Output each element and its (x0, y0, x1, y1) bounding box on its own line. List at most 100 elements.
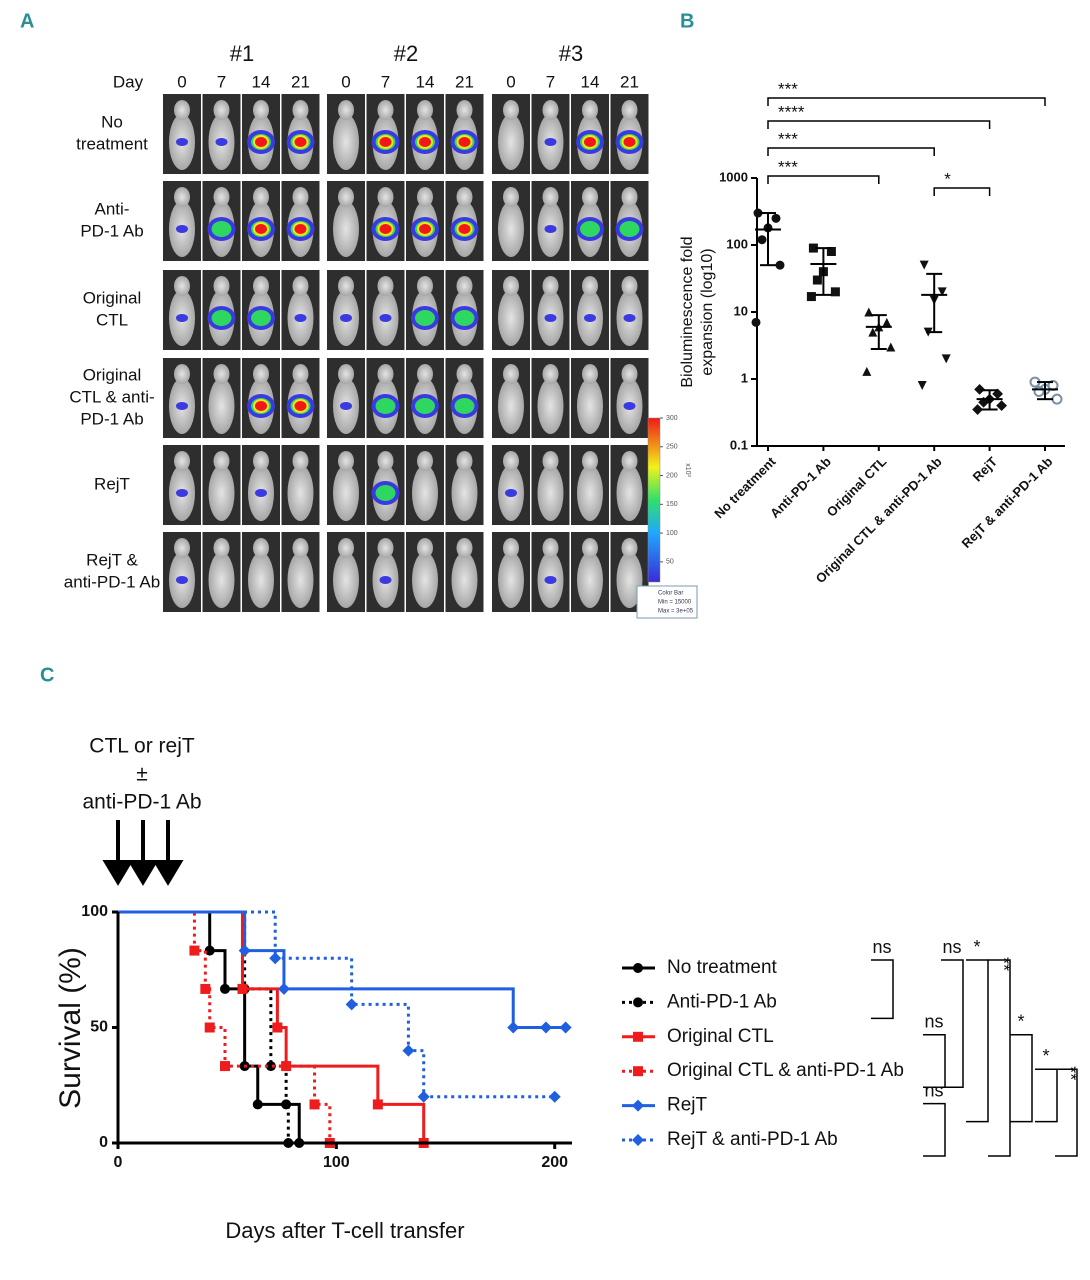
mouse-head (377, 276, 394, 296)
mouse-head (417, 187, 433, 207)
mouse-head (213, 187, 230, 207)
sig-bracket (923, 1102, 946, 1157)
mouse-body (616, 552, 643, 608)
mouse-head (582, 187, 598, 207)
y-tick-label: 1000 (719, 169, 748, 184)
mouse-head (213, 364, 230, 384)
sig-label: * (1017, 1012, 1024, 1032)
signal (619, 221, 640, 237)
marker (996, 400, 1007, 412)
marker (277, 982, 290, 995)
mouse-head (503, 364, 519, 384)
survival-line (118, 910, 426, 1143)
mouse-head (621, 187, 638, 207)
mouse-head (213, 276, 230, 296)
day-label: 21 (455, 72, 474, 91)
mouse-head (542, 364, 559, 384)
mouse-body (577, 552, 603, 608)
x-tick-label: 100 (323, 1154, 350, 1171)
mouse-head (542, 451, 559, 471)
signal (375, 485, 396, 501)
signal (623, 137, 636, 147)
marker (372, 1099, 383, 1110)
mouse-head (292, 538, 309, 558)
signal (255, 489, 267, 497)
mouse-body (577, 465, 603, 521)
marker (252, 1099, 263, 1110)
mouse-head (503, 276, 519, 296)
row-label: RejT & (86, 550, 138, 569)
marker (238, 944, 251, 957)
mouse-head (542, 538, 559, 558)
signal (505, 489, 517, 497)
day-label: 14 (252, 72, 271, 91)
signal (458, 137, 471, 147)
signal (340, 314, 352, 322)
x-tick-label: 200 (541, 1154, 568, 1171)
mouse-head (582, 451, 598, 471)
marker (771, 213, 781, 223)
signal (379, 137, 392, 147)
sig-bracket (1010, 1034, 1033, 1123)
marker (219, 1061, 230, 1072)
mouse-head (377, 364, 394, 384)
mouse-head (377, 538, 394, 558)
colorbar-unit: x10³ (684, 463, 691, 477)
signal (580, 221, 600, 237)
signal (176, 489, 188, 497)
row-label: No (101, 112, 123, 131)
marker (269, 952, 282, 965)
row-label: anti-PD-1 Ab (64, 572, 160, 591)
arrows (102, 820, 184, 886)
marker (548, 1090, 561, 1103)
legend-label: RejT & anti-PD-1 Ab (667, 1129, 838, 1150)
mouse-head (338, 276, 354, 296)
marker (919, 260, 929, 270)
mouse-head (253, 276, 269, 296)
signal (458, 224, 471, 234)
mouse-head (503, 100, 519, 120)
row-label: treatment (76, 134, 148, 153)
signal (176, 225, 188, 233)
row-label: PD-1 Ab (80, 221, 143, 240)
signal (255, 401, 267, 411)
mouse-head (503, 538, 519, 558)
mouse-head (213, 100, 230, 120)
marker (974, 383, 985, 395)
mouse-head (253, 187, 269, 207)
y-axis-label: Bioluminescence fold (679, 236, 696, 387)
mouse-head (292, 364, 309, 384)
mouse-body (208, 552, 235, 608)
row-label: Anti- (95, 199, 130, 218)
annotation: anti-PD-1 Ab (82, 791, 201, 814)
mouse-body (248, 552, 274, 608)
mouse-head (621, 100, 638, 120)
mouse-head (213, 451, 230, 471)
marker (309, 1099, 320, 1110)
mouse-head (292, 276, 309, 296)
mouse-head (582, 276, 598, 296)
colorbar-tick-label: 200 (666, 472, 678, 479)
sig-label: * (1042, 1046, 1049, 1066)
mouse-head (456, 364, 473, 384)
mouse-head (292, 100, 309, 120)
marker (751, 317, 761, 327)
group-label: #1 (230, 41, 254, 66)
mouse-head (174, 364, 190, 384)
signal (419, 137, 431, 147)
mouse-body (333, 114, 359, 170)
mouse-head (213, 538, 230, 558)
signal (294, 401, 307, 411)
marker (200, 983, 211, 994)
signal (584, 137, 596, 147)
marker (507, 1021, 520, 1034)
sig-label: *** (778, 129, 798, 148)
mouse-head (174, 276, 190, 296)
mouse-head (456, 100, 473, 120)
mouse-body (333, 552, 359, 608)
colorbar-box (636, 585, 698, 619)
mouse-head (456, 538, 473, 558)
sig-label: *** (778, 157, 798, 176)
sig-label: * (944, 169, 951, 188)
marker (868, 327, 878, 337)
